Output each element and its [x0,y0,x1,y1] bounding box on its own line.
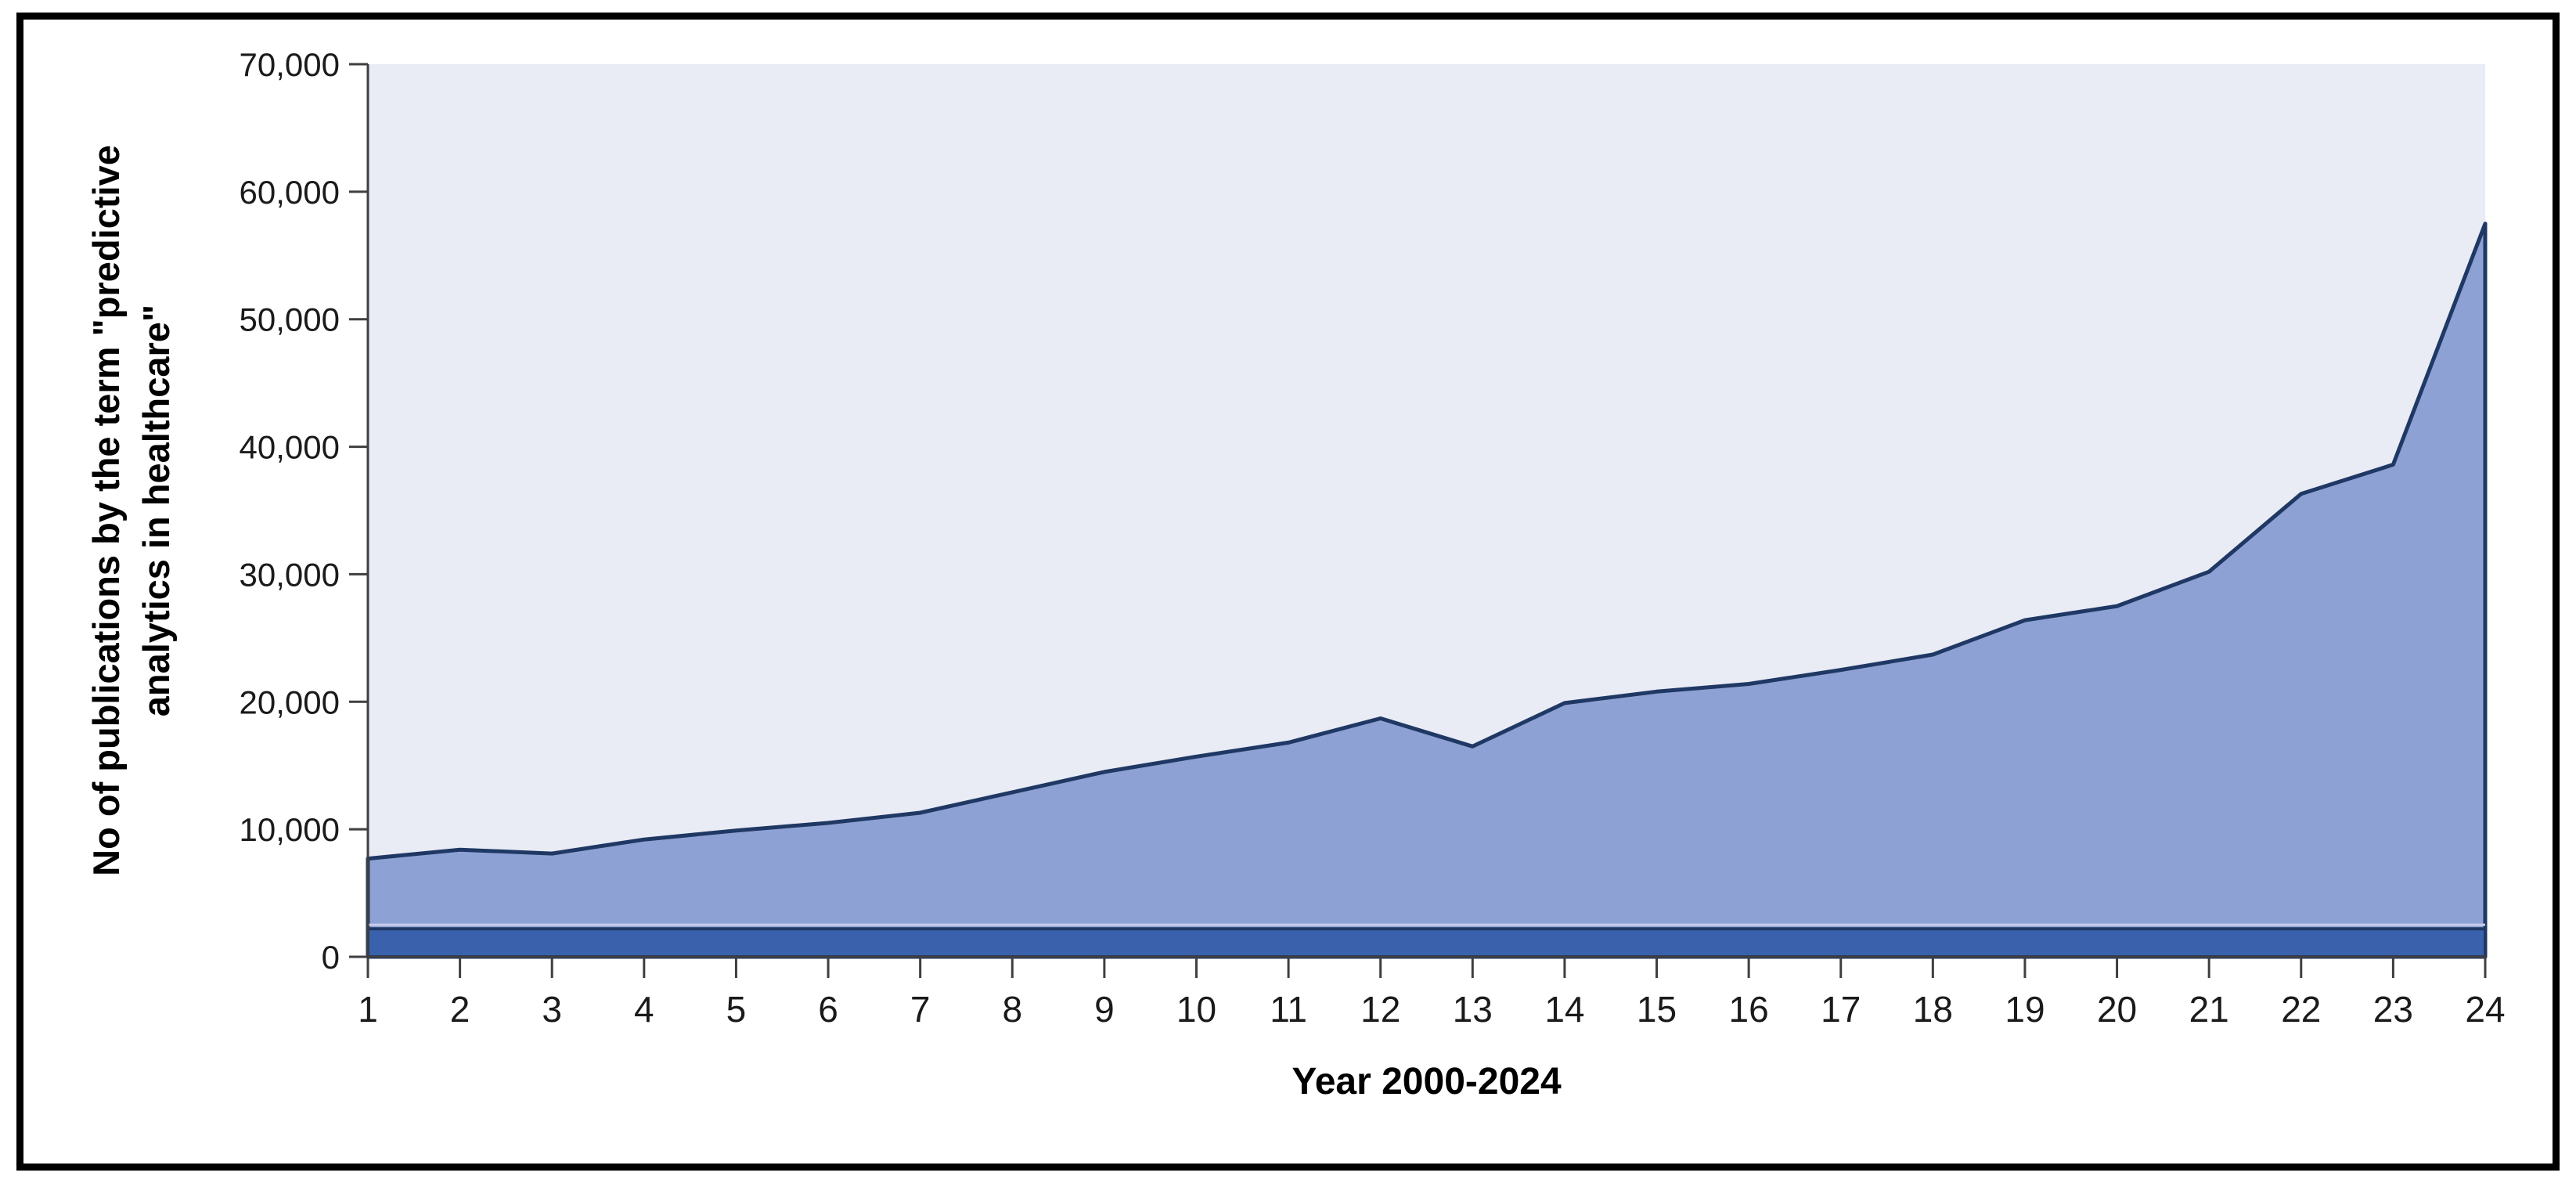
y-tick-label: 0 [322,939,340,976]
y-tick-label: 60,000 [240,174,340,211]
x-tick-label: 21 [2189,989,2229,1030]
x-tick-label: 1 [358,989,378,1030]
y-tick-label: 40,000 [240,429,340,466]
x-tick-label: 16 [1729,989,1769,1030]
x-tick-label: 8 [1002,989,1022,1030]
x-tick-label: 23 [2373,989,2413,1030]
y-axis-title-line2: analytics in healthcare" [135,304,177,717]
x-tick-label: 24 [2465,989,2505,1030]
y-tick-label: 10,000 [240,811,340,848]
x-tick-label: 2 [450,989,470,1030]
x-tick-label: 10 [1176,989,1216,1030]
y-tick-label: 70,000 [240,46,340,83]
x-tick-label: 9 [1094,989,1115,1030]
baseline-band-area [366,927,2487,958]
x-tick-label: 22 [2281,989,2321,1030]
x-tick-label: 12 [1360,989,1400,1030]
x-tick-label: 4 [634,989,654,1030]
x-axis-title: Year 2000-2024 [1292,1061,1562,1102]
y-axis-title: No of publications by the term "predicti… [77,145,186,876]
x-tick-label: 11 [1270,989,1307,1030]
x-tick-label: 3 [542,989,562,1030]
y-tick-label: 20,000 [240,684,340,720]
figure-border [16,13,2560,1171]
y-tick-label: 30,000 [240,556,340,593]
x-tick-label: 5 [726,989,747,1030]
publications-area [366,222,2488,959]
x-tick-label: 17 [1821,989,1861,1030]
x-tick-label: 13 [1453,989,1493,1030]
x-tick-label: 14 [1544,989,1584,1030]
x-tick-label: 7 [910,989,931,1030]
x-tick-label: 20 [2097,989,2137,1030]
y-axis-title-line1: No of publications by the term "predicti… [85,145,127,876]
x-tick-label: 18 [1913,989,1953,1030]
y-tick-label: 50,000 [240,301,340,338]
x-tick-label: 15 [1637,989,1677,1030]
x-tick-label: 19 [2005,989,2045,1030]
x-tick-label: 6 [818,989,838,1030]
